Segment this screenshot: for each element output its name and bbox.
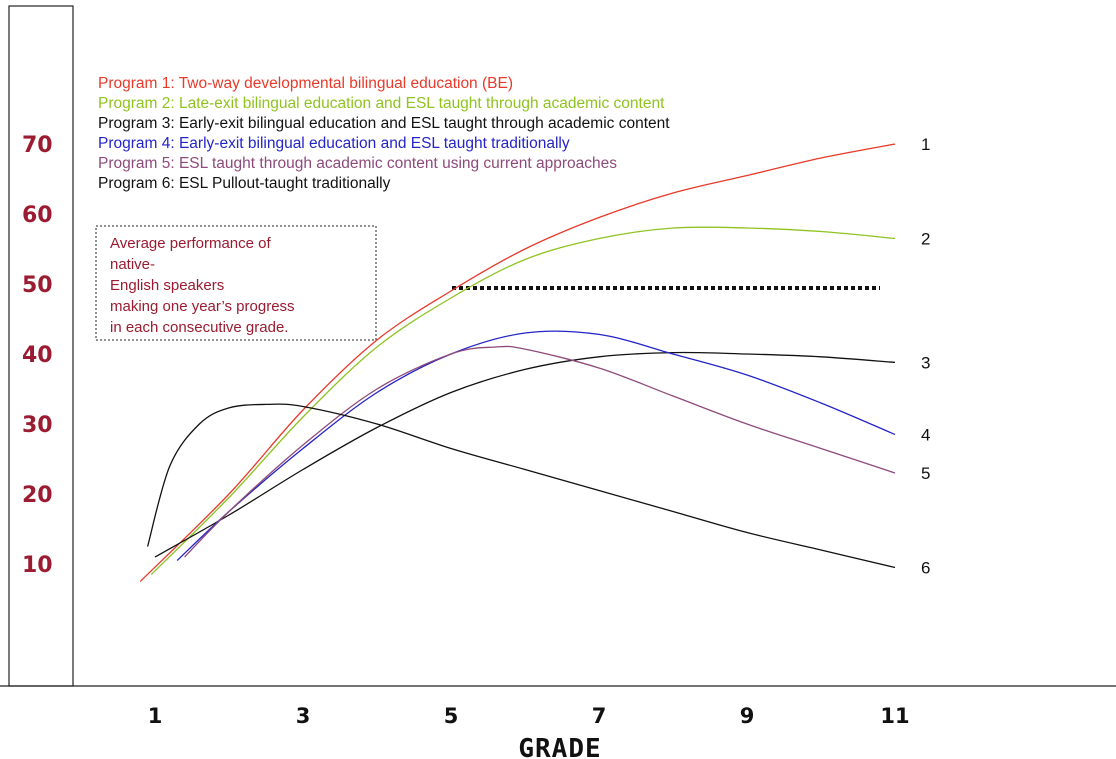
x-tick-label: 9 — [740, 704, 755, 728]
reference-note-box — [95, 225, 377, 341]
series-line-2 — [150, 226, 896, 575]
series-end-label-1: 1 — [921, 135, 930, 154]
x-tick-label: 3 — [296, 704, 311, 728]
y-tick-label: 40 — [22, 343, 53, 368]
series-line-3 — [154, 351, 896, 558]
y-tick-label: 70 — [22, 133, 53, 158]
series-line-4 — [176, 330, 896, 561]
x-tick-label: 5 — [444, 704, 459, 728]
x-tick-label: 7 — [592, 704, 607, 728]
x-tick-label: 1 — [148, 704, 163, 728]
reference-note-text: in each consecutive grade. — [110, 319, 288, 336]
reference-note-text: English speakers — [110, 277, 224, 294]
reference-note-text: making one year’s progress — [110, 298, 295, 315]
series-end-label-5: 5 — [921, 464, 930, 483]
legend-entry: Program 5: ESL taught through academic c… — [98, 155, 617, 172]
reference-note-text: native- — [110, 256, 155, 273]
y-tick-label: 50 — [22, 273, 53, 298]
series-line-1 — [139, 143, 896, 582]
y-tick-label: 30 — [22, 413, 53, 438]
y-tick-label: 10 — [22, 553, 53, 578]
legend-entry: Program 6: ESL Pullout-taught traditiona… — [98, 175, 391, 192]
series-line-6 — [146, 403, 896, 569]
reference-note-text: Average performance of — [110, 235, 271, 252]
legend-entry: Program 4: Early-exit bilingual educatio… — [98, 135, 570, 152]
series-end-label-2: 2 — [921, 230, 930, 249]
y-tick-label: 60 — [22, 203, 53, 228]
y-tick-label: 20 — [22, 483, 53, 508]
x-tick-label: 11 — [880, 704, 909, 728]
series-end-label-3: 3 — [921, 353, 930, 372]
series-line-5 — [184, 345, 896, 558]
legend-entry: Program 1: Two-way developmental bilingu… — [98, 75, 513, 92]
series-end-label-6: 6 — [921, 559, 930, 578]
series-end-label-4: 4 — [921, 426, 930, 445]
x-axis-title: GRADE — [518, 734, 601, 759]
legend-entry: Program 2: Late-exit bilingual education… — [98, 95, 665, 112]
legend-entry: Program 3: Early-exit bilingual educatio… — [98, 115, 670, 132]
